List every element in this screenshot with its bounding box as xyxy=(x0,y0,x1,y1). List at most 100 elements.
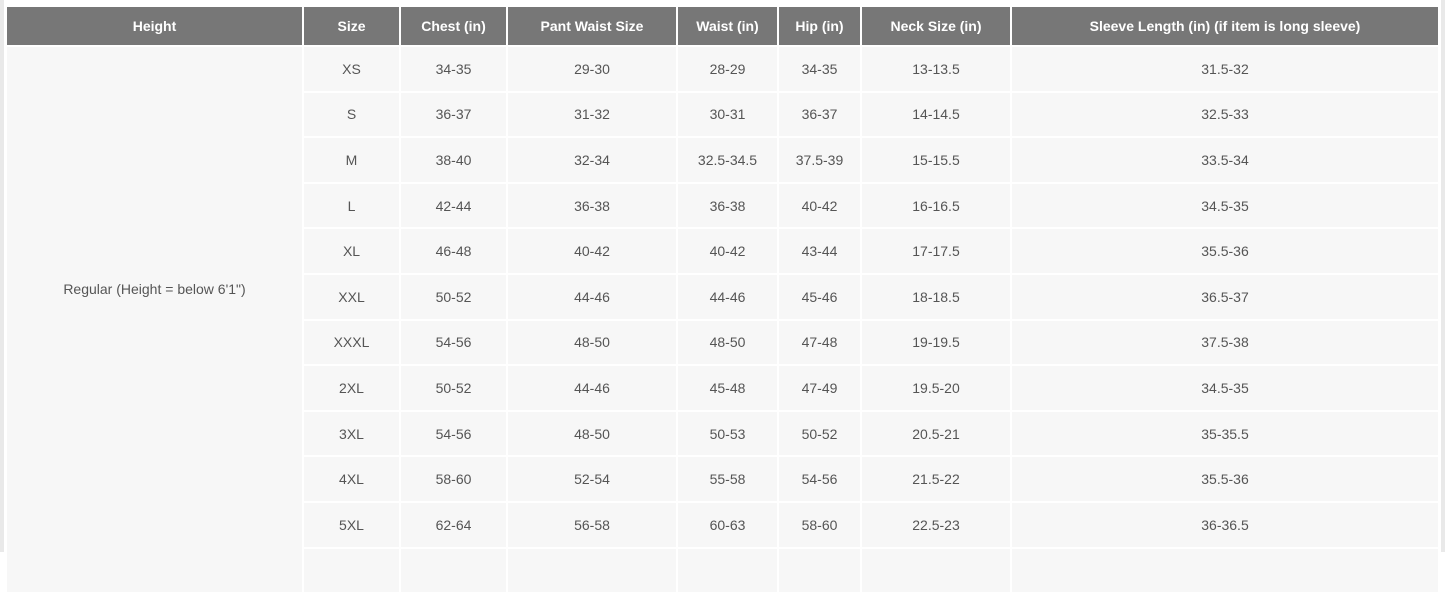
cell-empty xyxy=(779,548,860,593)
cell-waist: 28-29 xyxy=(678,47,777,91)
cell-hip: 37.5-39 xyxy=(779,138,860,182)
cell-hip: 47-48 xyxy=(779,320,860,365)
header-size: Size xyxy=(304,7,399,45)
cell-pant-waist: 31-32 xyxy=(508,92,676,137)
cell-neck: 16-16.5 xyxy=(862,183,1010,228)
cell-neck: 20.5-21 xyxy=(862,411,1010,456)
cell-hip: 58-60 xyxy=(779,502,860,547)
cell-size: 3XL xyxy=(304,411,399,456)
cell-pant-waist: 48-50 xyxy=(508,411,676,456)
cell-pant-waist: 56-58 xyxy=(508,502,676,547)
cell-hip: 40-42 xyxy=(779,183,860,228)
cell-pant-waist: 52-54 xyxy=(508,457,676,501)
cell-waist: 45-48 xyxy=(678,366,777,410)
header-pant-waist: Pant Waist Size xyxy=(508,7,676,45)
cell-empty xyxy=(678,548,777,593)
cell-empty xyxy=(401,548,506,593)
cell-neck: 15-15.5 xyxy=(862,138,1010,182)
cell-chest: 54-56 xyxy=(401,411,506,456)
table-row: XXL 50-52 44-46 44-46 45-46 18-18.5 36.5-37 xyxy=(7,274,1438,319)
cell-pant-waist: 32-34 xyxy=(508,138,676,182)
table-row: M 38-40 32-34 32.5-34.5 37.5-39 15-15.5 33.5-3… xyxy=(7,138,1438,182)
cell-size: M xyxy=(304,138,399,182)
cell-sleeve: 36.5-37 xyxy=(1012,274,1438,319)
cell-chest: 50-52 xyxy=(401,274,506,319)
cell-sleeve: 35.5-36 xyxy=(1012,229,1438,273)
table-row: S 36-37 31-32 30-31 36-37 14-14.5 32.5-33 xyxy=(7,92,1438,137)
cell-size: 2XL xyxy=(304,366,399,410)
cell-sleeve: 36-36.5 xyxy=(1012,502,1438,547)
cell-neck: 17-17.5 xyxy=(862,229,1010,273)
cell-pant-waist: 36-38 xyxy=(508,183,676,228)
cell-pant-waist: 29-30 xyxy=(508,47,676,91)
cell-chest: 36-37 xyxy=(401,92,506,137)
cell-size: XXXL xyxy=(304,320,399,365)
header-waist: Waist (in) xyxy=(678,7,777,45)
header-hip: Hip (in) xyxy=(779,7,860,45)
cell-waist: 55-58 xyxy=(678,457,777,501)
cell-hip: 50-52 xyxy=(779,411,860,456)
cell-hip: 34-35 xyxy=(779,47,860,91)
cell-chest: 58-60 xyxy=(401,457,506,501)
cell-chest: 34-35 xyxy=(401,47,506,91)
cell-waist: 32.5-34.5 xyxy=(678,138,777,182)
table-row: 5XL 62-64 56-58 60-63 58-60 22.5-23 36-36.5 xyxy=(7,502,1438,547)
cell-waist: 30-31 xyxy=(678,92,777,137)
cell-chest: 50-52 xyxy=(401,366,506,410)
header-height: Height xyxy=(7,7,302,45)
cell-size: XL xyxy=(304,229,399,273)
cell-sleeve: 37.5-38 xyxy=(1012,320,1438,365)
cell-pant-waist: 40-42 xyxy=(508,229,676,273)
cell-waist: 60-63 xyxy=(678,502,777,547)
cell-chest: 54-56 xyxy=(401,320,506,365)
cell-neck: 13-13.5 xyxy=(862,47,1010,91)
cell-pant-waist: 44-46 xyxy=(508,366,676,410)
cell-chest: 62-64 xyxy=(401,502,506,547)
cell-hip: 43-44 xyxy=(779,229,860,273)
table-row: L 42-44 36-38 36-38 40-42 16-16.5 34.5-35 xyxy=(7,183,1438,228)
cell-sleeve: 35.5-36 xyxy=(1012,457,1438,501)
cell-hip: 45-46 xyxy=(779,274,860,319)
cell-waist: 36-38 xyxy=(678,183,777,228)
table-row: 4XL 58-60 52-54 55-58 54-56 21.5-22 35.5-36 xyxy=(7,457,1438,501)
page-edge xyxy=(0,0,4,552)
cell-size: 4XL xyxy=(304,457,399,501)
cell-chest: 38-40 xyxy=(401,138,506,182)
cell-hip: 47-49 xyxy=(779,366,860,410)
cell-waist: 50-53 xyxy=(678,411,777,456)
cell-neck: 19-19.5 xyxy=(862,320,1010,365)
cell-size: L xyxy=(304,183,399,228)
header-row: Height Size Chest (in) Pant Waist Size Waist… xyxy=(7,7,1438,45)
cell-hip: 36-37 xyxy=(779,92,860,137)
header-neck: Neck Size (in) xyxy=(862,7,1010,45)
cell-size: XXL xyxy=(304,274,399,319)
cell-neck: 18-18.5 xyxy=(862,274,1010,319)
cell-size: 5XL xyxy=(304,502,399,547)
cell-sleeve: 31.5-32 xyxy=(1012,47,1438,91)
cell-sleeve: 35-35.5 xyxy=(1012,411,1438,456)
page-edge xyxy=(1441,0,1445,552)
cell-sleeve: 33.5-34 xyxy=(1012,138,1438,182)
cell-waist: 40-42 xyxy=(678,229,777,273)
cell-sleeve: 34.5-35 xyxy=(1012,366,1438,410)
cell-empty xyxy=(304,548,399,593)
cell-neck: 22.5-23 xyxy=(862,502,1010,547)
cell-pant-waist: 48-50 xyxy=(508,320,676,365)
table-row: Regular (Height = below 6'1") XS 34-35 29-3… xyxy=(7,47,1438,593)
cell-sleeve: 34.5-35 xyxy=(1012,183,1438,228)
cell-neck: 19.5-20 xyxy=(862,366,1010,410)
header-sleeve: Sleeve Length (in) (if item is long slee… xyxy=(1012,7,1438,45)
table-row: XXXL 54-56 48-50 48-50 47-48 19-19.5 37.5-38 xyxy=(7,320,1438,365)
table-row: 2XL 50-52 44-46 45-48 47-49 19.5-20 34.5-35 xyxy=(7,366,1438,410)
cell-neck: 14-14.5 xyxy=(862,92,1010,137)
table-row: 3XL 54-56 48-50 50-53 50-52 20.5-21 35-35.5 xyxy=(7,411,1438,456)
table-row: XL 46-48 40-42 40-42 43-44 17-17.5 35.5-36 xyxy=(7,229,1438,273)
height-group-cell: Regular (Height = below 6'1") xyxy=(7,47,302,593)
cell-neck: 21.5-22 xyxy=(862,457,1010,501)
cell-waist: 44-46 xyxy=(678,274,777,319)
size-chart-table: Height Size Chest (in) Pant Waist Size Waist… xyxy=(5,5,1440,594)
cell-chest: 46-48 xyxy=(401,229,506,273)
cell-size: S xyxy=(304,92,399,137)
cell-empty xyxy=(1012,548,1438,593)
cell-hip: 54-56 xyxy=(779,457,860,501)
